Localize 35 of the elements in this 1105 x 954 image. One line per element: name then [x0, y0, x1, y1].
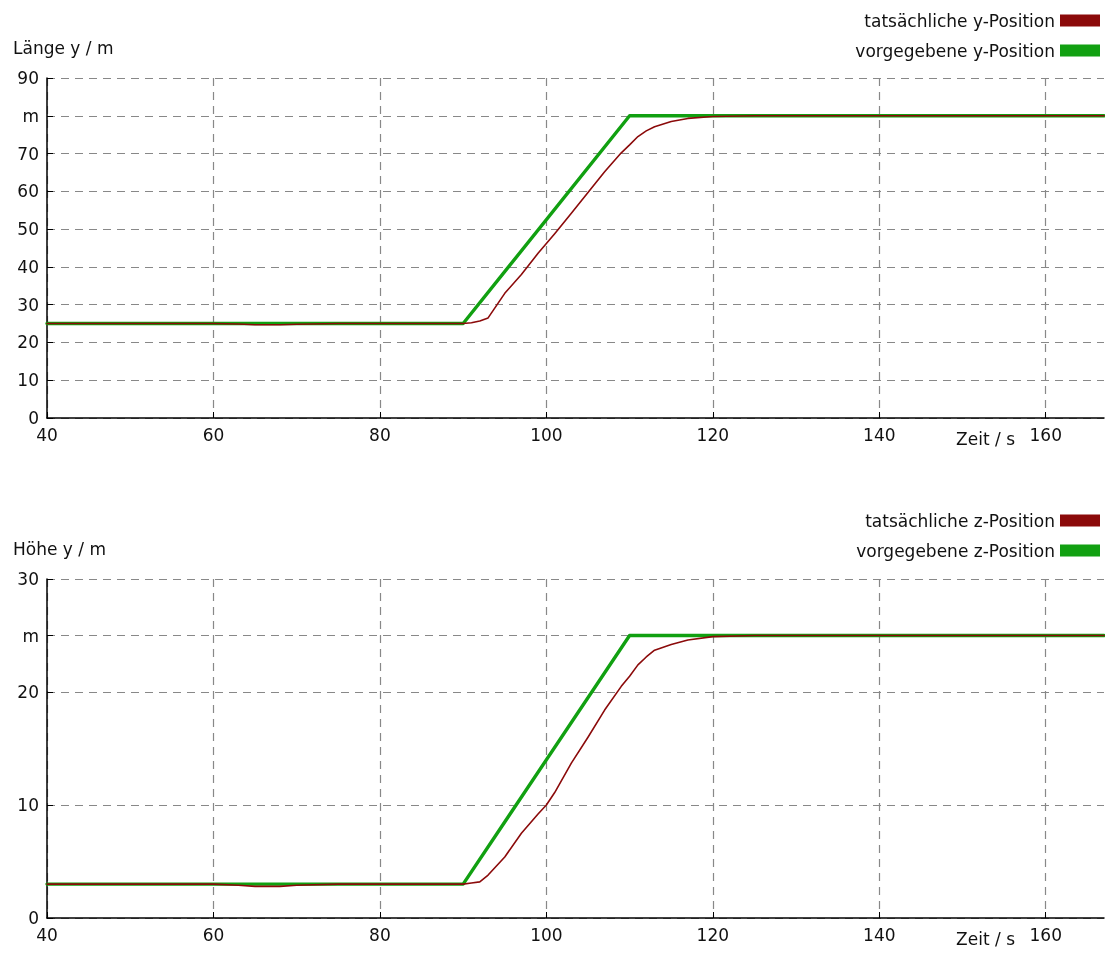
y-axis-title: Länge y / m: [13, 37, 114, 58]
x-axis-title: Zeit / s: [956, 428, 1016, 449]
x-tick-label: 120: [696, 924, 730, 945]
y-tick-label: 40: [17, 256, 39, 277]
legend-label: vorgegebene z-Position: [856, 540, 1055, 561]
x-tick-label: 100: [530, 424, 563, 445]
y-tick-label: 20: [17, 332, 39, 353]
y-tick-label: m: [22, 625, 39, 646]
y-tick-label: 50: [17, 219, 39, 240]
x-tick-label: 80: [369, 924, 391, 945]
x-tick-label: 160: [1029, 924, 1062, 945]
y-tick-label: 30: [17, 294, 39, 315]
x-tick-label: 60: [202, 424, 225, 445]
x-tick-label: 120: [696, 424, 730, 445]
y-tick-label: 30: [17, 569, 39, 589]
legend-label: tatsächliche y-Position: [864, 10, 1055, 31]
y-tick-label: 70: [17, 143, 39, 164]
y-tick-label: 0: [28, 908, 39, 928]
y-tick-label: 90: [17, 68, 39, 88]
y-tick-label: 20: [17, 682, 39, 702]
legend-label: vorgegebene y-Position: [855, 40, 1055, 61]
x-tick-label: 140: [863, 924, 896, 945]
x-tick-label: 60: [202, 924, 225, 945]
x-tick-label: 160: [1029, 424, 1062, 445]
x-axis-title: Zeit / s: [956, 928, 1016, 949]
x-tick-label: 100: [530, 924, 563, 945]
y-tick-label: m: [22, 105, 39, 126]
y-tick-label: 0: [28, 408, 39, 428]
x-tick-label: 80: [369, 424, 391, 445]
y-axis-title: Höhe y / m: [13, 538, 106, 559]
y-tick-label: 10: [17, 370, 39, 391]
y-tick-label: 10: [17, 795, 39, 815]
x-tick-label: 140: [863, 424, 896, 445]
y-tick-label: 60: [17, 181, 39, 202]
legend-label: tatsächliche z-Position: [865, 510, 1055, 531]
